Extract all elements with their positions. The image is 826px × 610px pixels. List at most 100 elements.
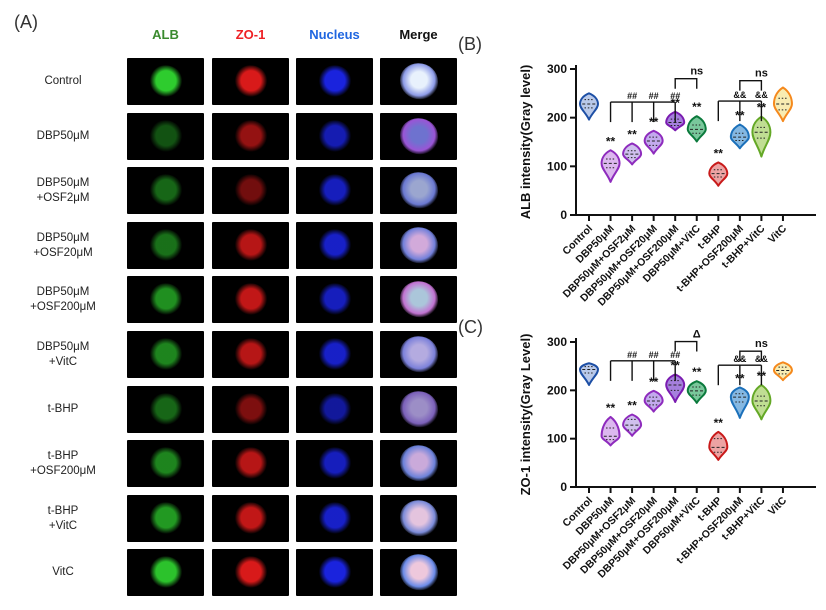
significance-stars: ** [606, 134, 616, 148]
alb-spheroid [148, 228, 183, 261]
row-label: Control [4, 58, 122, 105]
panel-b: (B) 0 100 200 300 Control DBP50μM DBP50μM+OSF2… [456, 30, 826, 314]
nucleus-spheroid [317, 173, 352, 206]
micrograph-5-alb [127, 331, 204, 378]
nucleus-spheroid [317, 119, 352, 152]
y-tick-label: 0 [560, 480, 567, 494]
merge-spheroid [399, 62, 438, 99]
column-header-alb: ALB [152, 27, 179, 42]
comparison-bracket [739, 350, 763, 362]
significance-label: && [755, 90, 768, 100]
merge-spheroid [399, 553, 438, 590]
zo1-spheroid [233, 64, 268, 97]
significance-label: ns [690, 66, 703, 78]
nucleus-spheroid [317, 228, 352, 261]
significance-label: ## [627, 350, 637, 360]
zo1-spheroid [233, 337, 268, 370]
violin-body [665, 373, 686, 403]
merge-spheroid [399, 117, 438, 154]
violin-body [708, 430, 729, 461]
comparison-bracket [674, 78, 698, 89]
merge-spheroid [399, 444, 438, 481]
zo1-spheroid [233, 555, 268, 588]
row-label-line: t-BHP [47, 450, 79, 463]
significance-stars: ** [692, 100, 702, 114]
micrograph-0-nucleus [296, 58, 373, 105]
violin-DBP50μM: ** [600, 401, 621, 447]
alb-spheroid [148, 282, 183, 315]
micrograph-2-zo1 [212, 167, 289, 214]
row-label-line: DBP50μM [36, 341, 90, 354]
y-tick-label: 300 [547, 335, 567, 349]
merge-spheroid [399, 226, 438, 263]
micrograph-6-nucleus [296, 386, 373, 433]
violin-body [600, 415, 621, 447]
nucleus-spheroid [317, 282, 352, 315]
significance-label: Δ [693, 329, 701, 341]
zo1-spheroid [233, 392, 268, 425]
merge-spheroid [399, 390, 438, 427]
panel-b-label: (B) [458, 34, 482, 54]
significance-label: ## [670, 91, 680, 101]
row-label: DBP50μM [4, 113, 122, 160]
alb-spheroid [148, 392, 183, 425]
micrograph-5-zo1 [212, 331, 289, 378]
violin-VitC [772, 361, 793, 382]
micrograph-0-alb [127, 58, 204, 105]
violin-Control [579, 362, 599, 387]
zo1-violin-chart: 0100200300ControlDBP50μMDBP50μM+OSF2μMDB… [518, 329, 816, 581]
micrograph-8-zo1 [212, 495, 289, 542]
significance-label: ## [670, 350, 680, 360]
y-tick-label: 100 [547, 159, 567, 173]
panel-a-label: (A) [14, 12, 38, 32]
micrograph-7-nucleus [296, 440, 373, 487]
row-label-line: DBP50μM [36, 177, 90, 190]
nucleus-spheroid [317, 555, 352, 588]
row-label-line: +VitC [48, 519, 78, 532]
alb-spheroid [148, 64, 183, 97]
micrograph-9-zo1 [212, 549, 289, 596]
comparison-bracket [674, 340, 698, 352]
micrograph-2-merge [380, 167, 457, 214]
significance-label: ns [755, 338, 768, 350]
micrograph-4-zo1 [212, 276, 289, 323]
y-axis-title: ZO-1 intensity(Gray Level) [518, 334, 533, 496]
violin-body [751, 115, 772, 158]
violin-Control [579, 92, 599, 121]
significance-stars: ** [627, 399, 637, 413]
significance-stars: ** [714, 146, 724, 160]
zo1-spheroid [233, 119, 268, 152]
y-tick-label: 300 [547, 62, 567, 76]
row-label: t-BHP +VitC [4, 495, 122, 542]
micrograph-7-merge [380, 440, 457, 487]
row-label-line: +OSF20μM [33, 246, 93, 259]
row-label-line: Control [44, 75, 82, 88]
row-label-line: DBP50μM [36, 130, 90, 143]
row-label-line: +OSF2μM [36, 191, 90, 204]
violin-body [643, 129, 664, 155]
micrograph-3-zo1 [212, 222, 289, 269]
zo1-spheroid [233, 228, 268, 261]
merge-spheroid [399, 499, 438, 536]
micrograph-9-nucleus [296, 549, 373, 596]
violin-DBP50μM+VitC: ** [686, 100, 707, 143]
row-label-line: DBP50μM [36, 232, 90, 245]
violin-t-BHP: ** [708, 416, 729, 461]
micrograph-8-alb [127, 495, 204, 542]
micrograph-5-nucleus [296, 331, 373, 378]
row-label: DBP50μM +OSF200μM [4, 276, 122, 323]
column-header-merge: Merge [399, 27, 438, 42]
row-label: DBP50μM +VitC [4, 331, 122, 378]
alb-spheroid [148, 337, 183, 370]
nucleus-spheroid [317, 337, 352, 370]
violin-DBP50μM+OSF20μM: ** [643, 375, 664, 413]
alb-spheroid [148, 555, 183, 588]
significance-stars: ** [649, 375, 659, 389]
y-axis-title: ALB intensity(Gray level) [518, 65, 533, 220]
column-header-nucleus: Nucleus [309, 27, 360, 42]
nucleus-spheroid [317, 64, 352, 97]
merge-spheroid [399, 171, 438, 208]
violin-DBP50μM+OSF2μM: ** [622, 127, 643, 166]
merge-spheroid [399, 335, 438, 372]
